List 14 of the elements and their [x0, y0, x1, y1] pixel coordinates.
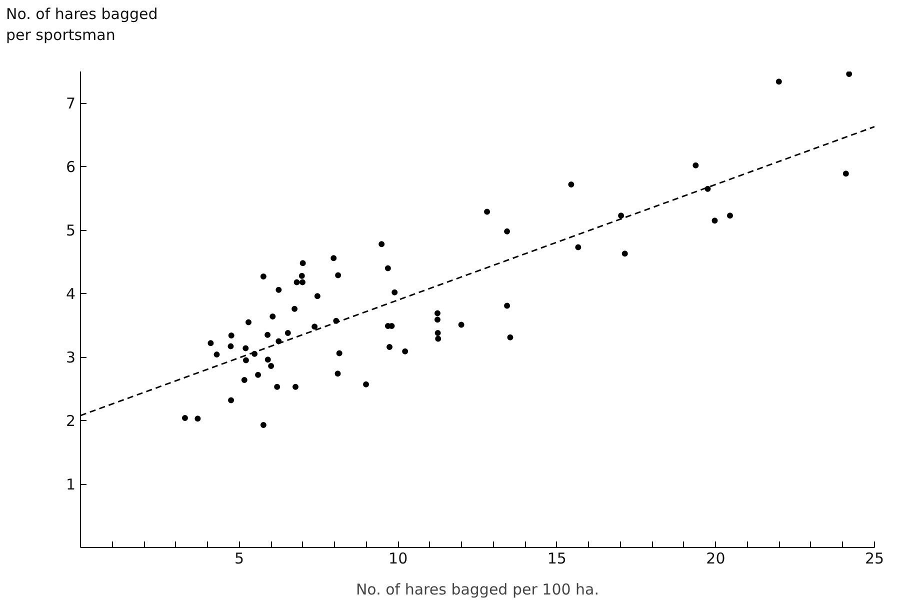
y-tick-label: 5 [66, 222, 76, 240]
y-tick-label: 2 [66, 412, 76, 430]
y-tick-label: 7 [66, 94, 76, 113]
y-tick-label: 3 [66, 348, 76, 367]
x-tick-label: 25 [864, 550, 884, 568]
x-tick-label: 10 [388, 550, 408, 568]
y-tick-label: 6 [66, 158, 76, 176]
x-tick-label: 15 [547, 550, 566, 568]
x-tick-label: 5 [234, 550, 244, 568]
y-tick-label: 4 [66, 285, 76, 304]
x-axis-title: No. of hares bagged per 100 ha. [356, 580, 600, 598]
y-axis-title: No. of hares bagged per sportsman [6, 4, 158, 46]
y-tick-label: 1 [66, 476, 76, 494]
x-tick-label: 20 [706, 550, 726, 568]
